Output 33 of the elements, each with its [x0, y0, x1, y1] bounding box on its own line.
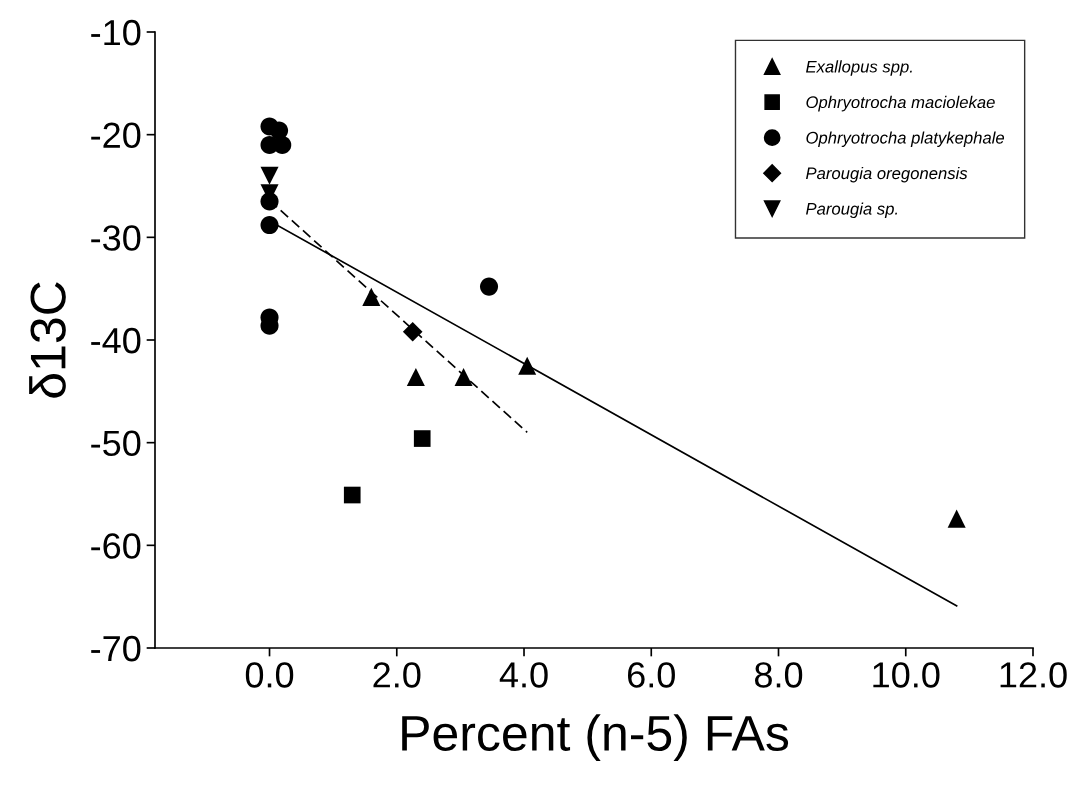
point [406, 367, 425, 386]
x-tick-label: 12.0 [1000, 662, 1067, 688]
y-tick-label: -30 [91, 225, 141, 251]
x-tick-label: 2.0 [373, 662, 421, 688]
y-tick-label: -10 [91, 19, 141, 46]
y-tick-label: -20 [91, 122, 141, 149]
y-tick-label: -50 [91, 430, 141, 457]
x-tick-label: 4.0 [499, 662, 548, 688]
point [260, 166, 279, 185]
point [479, 277, 499, 296]
legend-label: Parougia oregonensis [806, 166, 968, 183]
point [260, 215, 279, 235]
x-tick-label: 6.0 [628, 662, 675, 688]
point [413, 430, 431, 447]
y-tick-label: -40 [91, 327, 141, 354]
legend-label: Ophryotrocha maciolekae [806, 95, 995, 112]
point [273, 135, 292, 154]
x-tick-label: 10.0 [873, 662, 940, 688]
y-axis-title: δ13C [29, 282, 66, 398]
point [362, 287, 381, 306]
x-tick-label: 0.0 [245, 662, 294, 688]
point [343, 486, 361, 504]
point [454, 367, 473, 386]
point [518, 356, 537, 375]
legend-label: Ophryotrocha platykephale [806, 131, 1005, 147]
legend-label: Parougia sp. [806, 202, 898, 219]
y-tick-label: -70 [91, 635, 141, 662]
legend-label: Exallopus spp. [806, 60, 912, 76]
point [402, 321, 423, 342]
point [947, 509, 966, 528]
y-tick-label: -60 [91, 533, 141, 559]
x-axis-title: Percent (n-5) FAs [402, 714, 789, 761]
x-tick-label: 8.0 [754, 662, 803, 688]
